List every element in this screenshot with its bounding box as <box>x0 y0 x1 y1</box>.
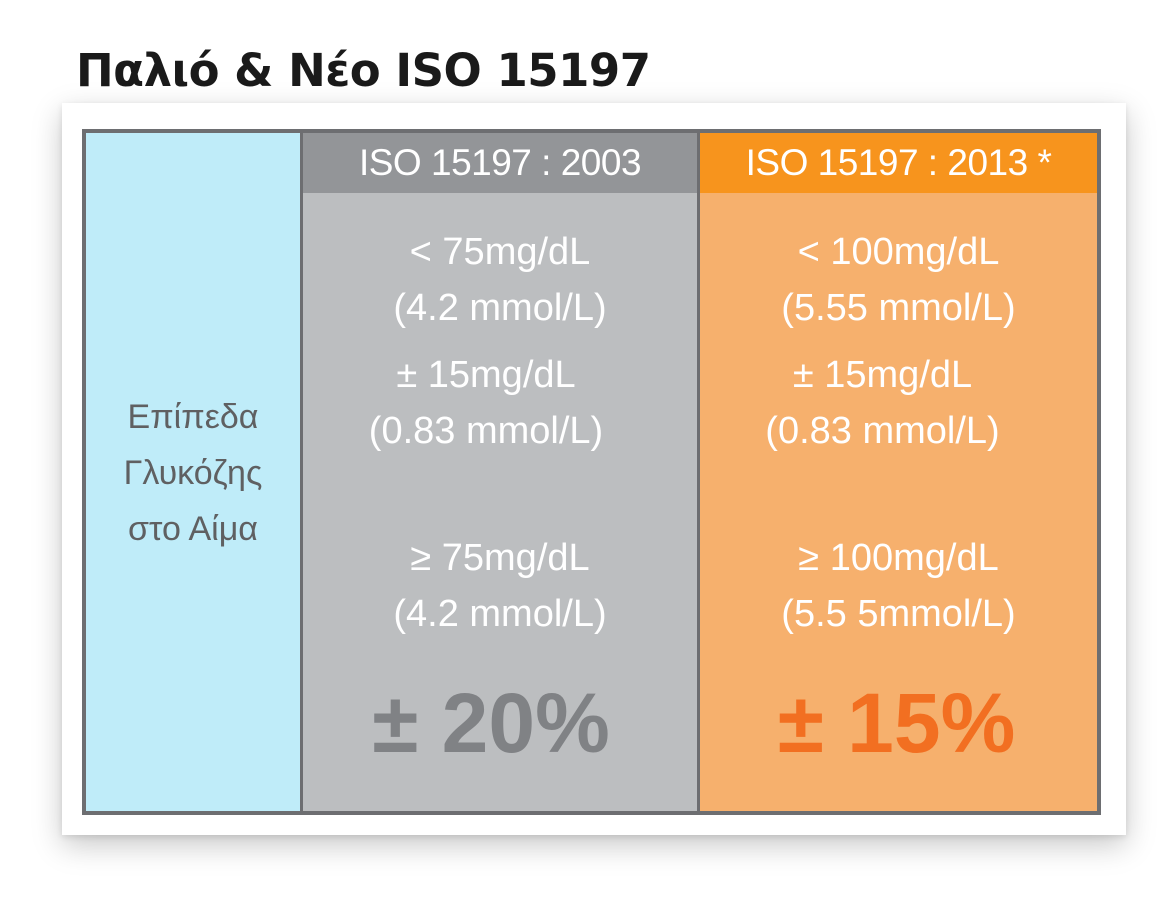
value-mgdl: ± 15mg/dL <box>792 354 973 396</box>
iso-2003-low-threshold: < 75mg/dL (4.2 mmol/L) <box>303 224 697 336</box>
iso-2003-high-threshold: ≥ 75mg/dL (4.2 mmol/L) <box>303 530 697 642</box>
row-label: Επίπεδα Γλυκόζης στο Αίμα <box>124 389 263 557</box>
iso-2013-column: ISO 15197 : 2013 * < 100mg/dL (5.55 mmol… <box>700 133 1097 811</box>
iso-comparison-table: Επίπεδα Γλυκόζης στο Αίμα ISO 15197 : 20… <box>82 129 1101 815</box>
iso-2003-low-tolerance: ± 15mg/dL (0.83 mmol/L) <box>275 347 697 459</box>
value-mgdl: ≥ 75mg/dL <box>410 537 590 579</box>
row-label-column: Επίπεδα Γλυκόζης στο Αίμα <box>86 133 303 811</box>
row-label-line: Επίπεδα <box>127 398 259 436</box>
value-mgdl: ± 15mg/dL <box>396 354 576 396</box>
value-mmol: (4.2 mmol/L) <box>393 593 607 635</box>
iso-2013-header: ISO 15197 : 2013 * <box>700 133 1097 193</box>
iso-2013-high-tolerance: ± 15% <box>777 676 1016 770</box>
iso-2003-column: ISO 15197 : 2003 < 75mg/dL (4.2 mmol/L) … <box>303 133 700 811</box>
iso-2003-high-tolerance: ± 20% <box>372 676 610 770</box>
iso-2013-low-threshold: < 100mg/dL (5.55 mmol/L) <box>700 224 1097 336</box>
iso-2003-header: ISO 15197 : 2003 <box>303 133 697 193</box>
value-mmol: (0.83 mmol/L) <box>368 410 604 452</box>
row-label-line: στο Αίμα <box>128 510 258 548</box>
value-mmol: (0.83 mmol/L) <box>765 410 1000 452</box>
iso-2013-low-tolerance: ± 15mg/dL (0.83 mmol/L) <box>668 347 1097 459</box>
row-label-line: Γλυκόζης <box>123 454 263 492</box>
value-mgdl: < 75mg/dL <box>409 231 591 273</box>
value-mmol: (5.55 mmol/L) <box>781 287 1016 329</box>
value-mmol: (4.2 mmol/L) <box>393 287 607 329</box>
iso-2013-high-threshold: ≥ 100mg/dL (5.5 5mmol/L) <box>700 530 1097 642</box>
page-title: Παλιό & Νέο ISO 15197 <box>76 44 651 97</box>
value-mgdl: ≥ 100mg/dL <box>798 537 999 579</box>
value-mgdl: < 100mg/dL <box>797 231 1000 273</box>
value-mmol: (5.5 5mmol/L) <box>781 593 1016 635</box>
